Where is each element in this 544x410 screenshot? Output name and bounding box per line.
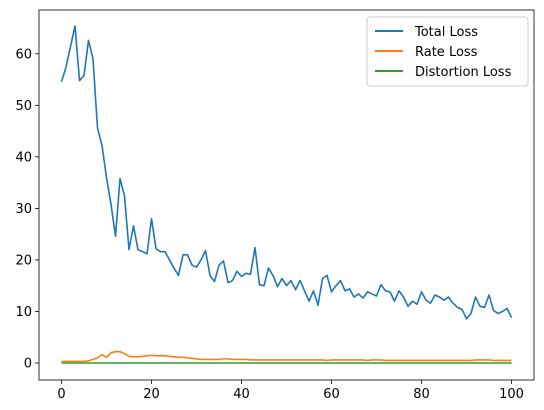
y-tick-label-20: 20 bbox=[15, 253, 32, 268]
y-axis: 0 10 20 30 40 50 60 bbox=[15, 47, 39, 371]
y-tick-label-50: 50 bbox=[15, 99, 32, 114]
y-tick-label-30: 30 bbox=[15, 202, 32, 217]
series-line-rate-loss bbox=[61, 350, 512, 363]
legend-label-distortion-loss: Distortion Loss bbox=[415, 65, 512, 80]
x-tick-label-80: 80 bbox=[413, 387, 430, 402]
x-tick-label-60: 60 bbox=[323, 387, 340, 402]
x-tick-label-40: 40 bbox=[233, 387, 250, 402]
legend: Total Loss Rate Loss Distortion Loss bbox=[366, 16, 529, 87]
legend-label-total-loss: Total Loss bbox=[414, 25, 478, 40]
legend-label-rate-loss: Rate Loss bbox=[415, 45, 478, 60]
legend-frame bbox=[366, 16, 529, 87]
series-layer bbox=[60, 25, 513, 364]
x-axis: 0 20 40 60 80 100 bbox=[57, 380, 524, 402]
y-tick-label-60: 60 bbox=[15, 47, 32, 62]
x-tick-label-100: 100 bbox=[499, 387, 524, 402]
plot-frame bbox=[38, 9, 535, 381]
x-tick-label-20: 20 bbox=[143, 387, 160, 402]
series-line-total-loss bbox=[60, 25, 513, 320]
x-tick-label-0: 0 bbox=[57, 387, 65, 402]
y-tick-label-40: 40 bbox=[15, 150, 32, 165]
y-tick-label-0: 0 bbox=[24, 356, 32, 371]
y-tick-label-10: 10 bbox=[15, 305, 32, 320]
